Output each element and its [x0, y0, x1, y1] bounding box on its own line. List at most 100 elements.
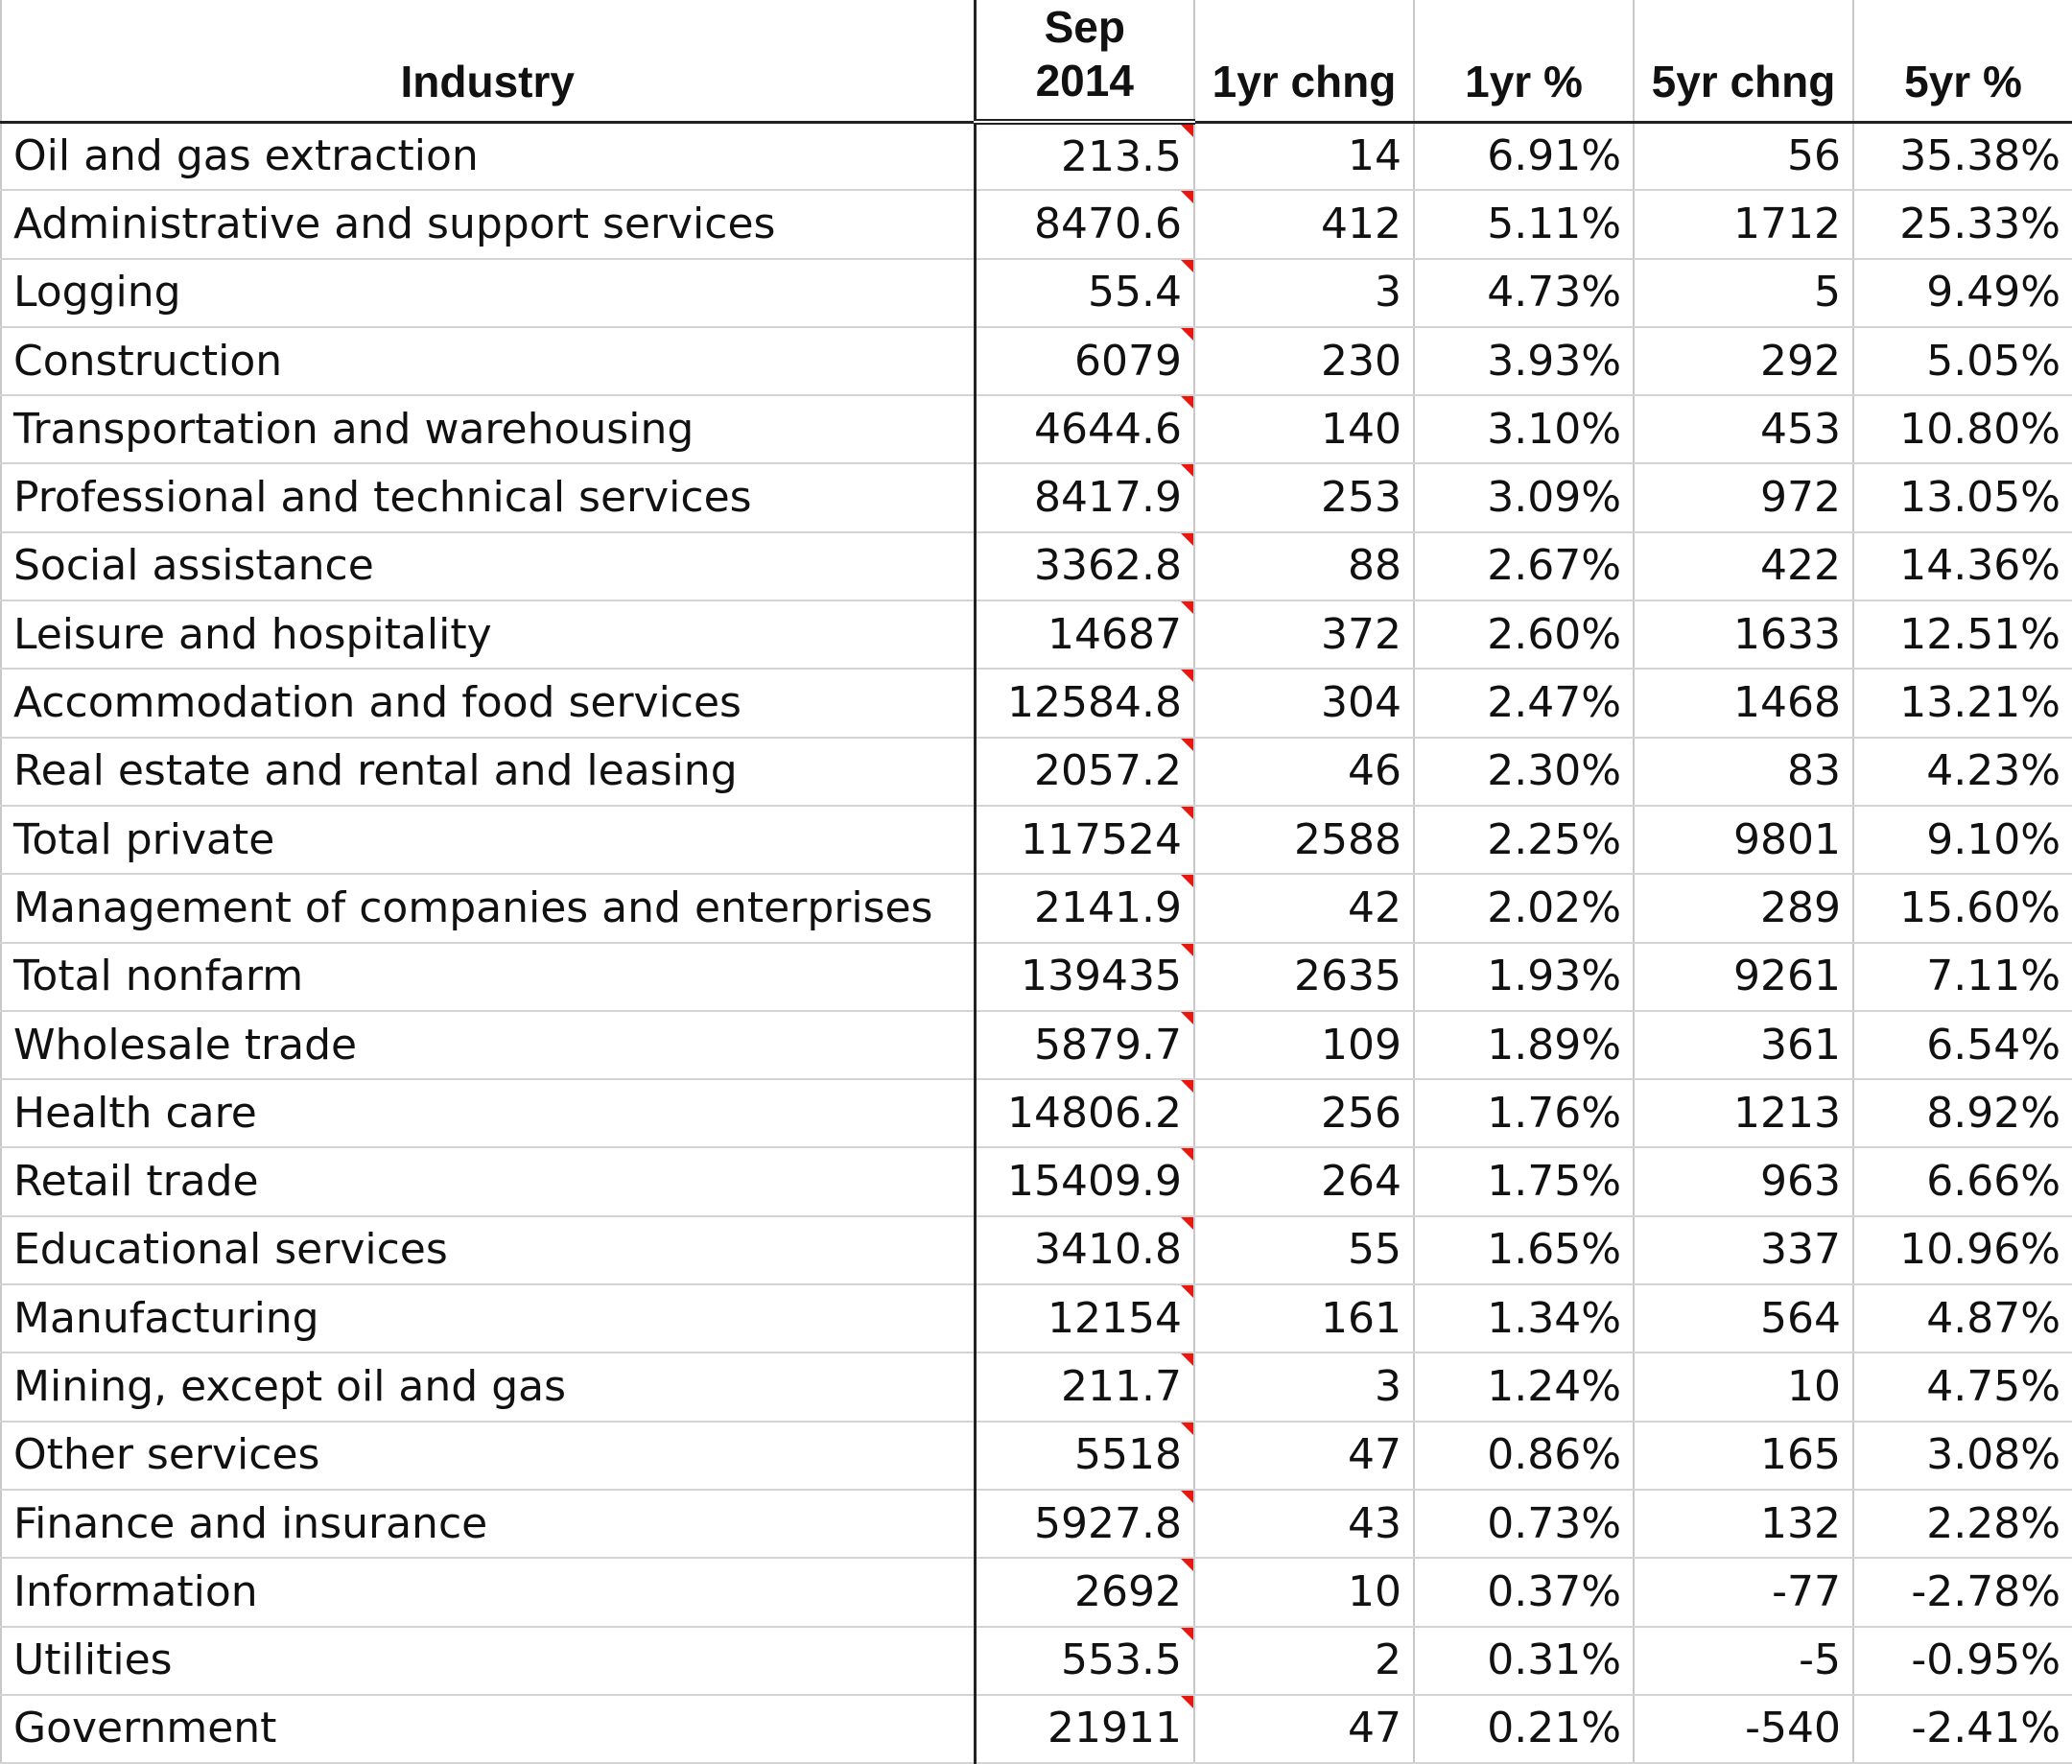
5yr-percent-cell[interactable]: -2.78% [1853, 1558, 2072, 1628]
5yr-percent-cell[interactable]: 6.54% [1853, 1010, 2072, 1081]
5yr-change-cell[interactable]: 56 [1634, 122, 1854, 192]
1yr-percent-cell[interactable]: 3.10% [1414, 395, 1635, 465]
5yr-percent-cell[interactable]: 9.49% [1853, 258, 2072, 328]
industry-cell[interactable]: Social assistance [0, 531, 976, 602]
1yr-change-cell[interactable]: 372 [1194, 600, 1415, 670]
1yr-change-cell[interactable]: 161 [1194, 1284, 1415, 1354]
comment-indicator-icon[interactable] [1181, 1011, 1192, 1024]
comment-indicator-icon[interactable] [1181, 1080, 1192, 1094]
5yr-percent-cell[interactable]: 10.96% [1853, 1215, 2072, 1286]
5yr-change-cell[interactable]: 1712 [1634, 190, 1854, 260]
5yr-change-cell[interactable]: 5 [1634, 258, 1854, 328]
5yr-change-cell[interactable]: 564 [1634, 1284, 1854, 1354]
header-1yr-percent[interactable]: 1yr % [1414, 0, 1635, 124]
1yr-percent-cell[interactable]: 3.09% [1414, 463, 1635, 533]
1yr-percent-cell[interactable]: 6.91% [1414, 122, 1635, 192]
1yr-change-cell[interactable]: 2588 [1194, 805, 1415, 876]
5yr-percent-cell[interactable]: 35.38% [1853, 122, 2072, 192]
sep-2014-cell[interactable]: 2057.2 [973, 737, 1195, 807]
1yr-change-cell[interactable]: 47 [1194, 1421, 1415, 1491]
1yr-percent-cell[interactable]: 1.93% [1414, 942, 1635, 1012]
comment-indicator-icon[interactable] [1181, 1285, 1192, 1299]
sep-2014-cell[interactable]: 21911 [973, 1694, 1195, 1764]
1yr-change-cell[interactable]: 46 [1194, 737, 1415, 807]
comment-indicator-icon[interactable] [1181, 1490, 1192, 1503]
comment-indicator-icon[interactable] [1181, 1559, 1192, 1572]
5yr-change-cell[interactable]: 132 [1634, 1489, 1854, 1560]
sep-2014-cell[interactable]: 553.5 [973, 1626, 1195, 1696]
comment-indicator-icon[interactable] [1181, 1422, 1192, 1435]
1yr-change-cell[interactable]: 2635 [1194, 942, 1415, 1012]
5yr-percent-cell[interactable]: -2.41% [1853, 1694, 2072, 1764]
comment-indicator-icon[interactable] [1181, 1148, 1192, 1162]
sep-2014-cell[interactable]: 211.7 [973, 1352, 1195, 1423]
5yr-change-cell[interactable]: 422 [1634, 531, 1854, 602]
sep-2014-cell[interactable]: 8470.6 [973, 190, 1195, 260]
header-industry[interactable]: Industry [0, 0, 976, 124]
sep-2014-cell[interactable]: 3362.8 [973, 531, 1195, 602]
5yr-change-cell[interactable]: 10 [1634, 1352, 1854, 1423]
5yr-change-cell[interactable]: 165 [1634, 1421, 1854, 1491]
5yr-percent-cell[interactable]: 13.21% [1853, 669, 2072, 739]
1yr-percent-cell[interactable]: 1.89% [1414, 1010, 1635, 1081]
1yr-change-cell[interactable]: 256 [1194, 1079, 1415, 1149]
5yr-percent-cell[interactable]: 14.36% [1853, 531, 2072, 602]
industry-cell[interactable]: Administrative and support services [0, 190, 976, 260]
industry-cell[interactable]: Management of companies and enterprises [0, 874, 976, 944]
5yr-percent-cell[interactable]: 4.23% [1853, 737, 2072, 807]
5yr-percent-cell[interactable]: 9.10% [1853, 805, 2072, 876]
1yr-percent-cell[interactable]: 2.47% [1414, 669, 1635, 739]
1yr-change-cell[interactable]: 43 [1194, 1489, 1415, 1560]
5yr-change-cell[interactable]: 83 [1634, 737, 1854, 807]
industry-cell[interactable]: Government [0, 1694, 976, 1764]
5yr-percent-cell[interactable]: 25.33% [1853, 190, 2072, 260]
comment-indicator-icon[interactable] [1181, 875, 1192, 888]
5yr-percent-cell[interactable]: 4.75% [1853, 1352, 2072, 1423]
industry-cell[interactable]: Leisure and hospitality [0, 600, 976, 670]
sep-2014-cell[interactable]: 5879.7 [973, 1010, 1195, 1081]
sep-2014-cell[interactable]: 15409.9 [973, 1147, 1195, 1217]
comment-indicator-icon[interactable] [1181, 1695, 1192, 1708]
5yr-percent-cell[interactable]: 8.92% [1853, 1079, 2072, 1149]
1yr-percent-cell[interactable]: 0.73% [1414, 1489, 1635, 1560]
5yr-change-cell[interactable]: 337 [1634, 1215, 1854, 1286]
sep-2014-cell[interactable]: 55.4 [973, 258, 1195, 328]
1yr-percent-cell[interactable]: 4.73% [1414, 258, 1635, 328]
1yr-change-cell[interactable]: 42 [1194, 874, 1415, 944]
5yr-change-cell[interactable]: 963 [1634, 1147, 1854, 1217]
header-sep-2014[interactable]: Sep 2014 [973, 0, 1195, 125]
1yr-percent-cell[interactable]: 2.67% [1414, 531, 1635, 602]
comment-indicator-icon[interactable] [1181, 327, 1192, 341]
1yr-change-cell[interactable]: 14 [1194, 122, 1415, 192]
industry-cell[interactable]: Manufacturing [0, 1284, 976, 1354]
comment-indicator-icon[interactable] [1181, 670, 1192, 683]
industry-cell[interactable]: Educational services [0, 1215, 976, 1286]
5yr-change-cell[interactable]: 361 [1634, 1010, 1854, 1081]
1yr-percent-cell[interactable]: 1.24% [1414, 1352, 1635, 1423]
1yr-percent-cell[interactable]: 2.60% [1414, 600, 1635, 670]
comment-indicator-icon[interactable] [1181, 1353, 1192, 1367]
1yr-change-cell[interactable]: 3 [1194, 1352, 1415, 1423]
5yr-change-cell[interactable]: 292 [1634, 326, 1854, 397]
5yr-change-cell[interactable]: -77 [1634, 1558, 1854, 1628]
1yr-change-cell[interactable]: 55 [1194, 1215, 1415, 1286]
5yr-percent-cell[interactable]: -0.95% [1853, 1626, 2072, 1696]
comment-indicator-icon[interactable] [1181, 259, 1192, 272]
sep-2014-cell[interactable]: 117524 [973, 805, 1195, 876]
5yr-change-cell[interactable]: 972 [1634, 463, 1854, 533]
sep-2014-cell[interactable]: 213.5 [973, 122, 1195, 192]
1yr-change-cell[interactable]: 47 [1194, 1694, 1415, 1764]
industry-cell[interactable]: Transportation and warehousing [0, 395, 976, 465]
1yr-percent-cell[interactable]: 0.37% [1414, 1558, 1635, 1628]
sep-2014-cell[interactable]: 14806.2 [973, 1079, 1195, 1149]
1yr-percent-cell[interactable]: 2.02% [1414, 874, 1635, 944]
5yr-change-cell[interactable]: 9261 [1634, 942, 1854, 1012]
5yr-percent-cell[interactable]: 10.80% [1853, 395, 2072, 465]
5yr-percent-cell[interactable]: 15.60% [1853, 874, 2072, 944]
5yr-change-cell[interactable]: 1633 [1634, 600, 1854, 670]
comment-indicator-icon[interactable] [1181, 806, 1192, 819]
1yr-percent-cell[interactable]: 3.93% [1414, 326, 1635, 397]
sep-2014-cell[interactable]: 2141.9 [973, 874, 1195, 944]
5yr-percent-cell[interactable]: 7.11% [1853, 942, 2072, 1012]
1yr-percent-cell[interactable]: 0.86% [1414, 1421, 1635, 1491]
